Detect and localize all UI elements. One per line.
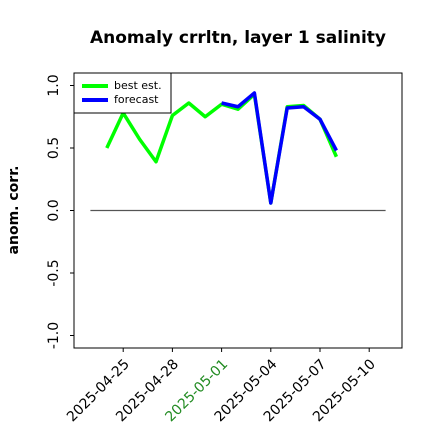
legend-label: forecast — [114, 93, 159, 106]
y-tick-label: -1.0 — [46, 322, 62, 349]
line-series — [221, 91, 338, 205]
y-tick-label: -0.5 — [46, 259, 62, 286]
legend-label: best est. — [114, 79, 162, 92]
y-tick-label: 0.5 — [46, 137, 62, 159]
y-axis-label: anom. corr. — [6, 166, 22, 255]
y-tick-label: 1.0 — [46, 74, 62, 96]
legend-box — [73, 72, 172, 114]
plot-frame — [73, 72, 403, 349]
y-tick-label: 0.0 — [46, 199, 62, 221]
chart-title: Anomaly crrltn, layer 1 salinity — [90, 28, 386, 48]
